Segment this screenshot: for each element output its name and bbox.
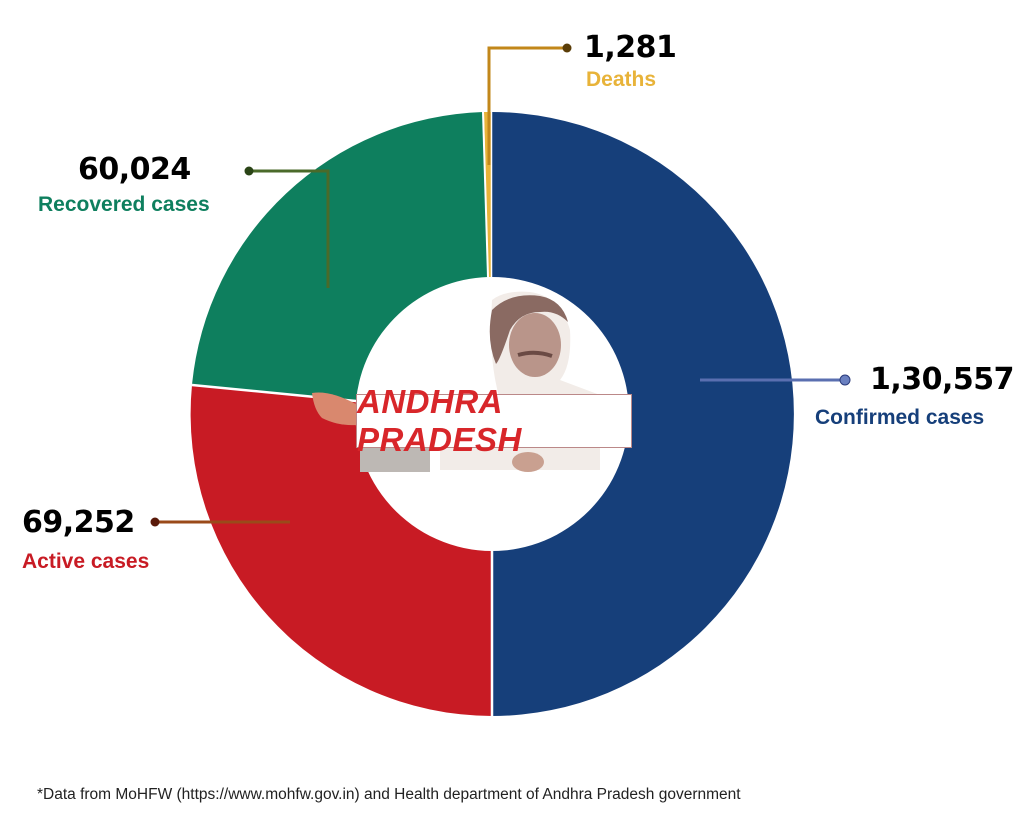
center-banner: ANDHRA PRADESH — [356, 383, 632, 458]
deaths-label: Deaths — [586, 68, 657, 91]
active-value: 69,252 — [22, 505, 135, 540]
confirmed-label: Confirmed cases — [815, 406, 985, 429]
footnote: *Data from MoHFW (https://www.mohfw.gov.… — [37, 786, 741, 803]
confirmed-value: 1,30,557 — [870, 362, 1015, 397]
center-banner-text: ANDHRA PRADESH — [357, 383, 522, 458]
recovered-value: 60,024 — [78, 152, 191, 187]
recovered-label: Recovered cases — [38, 193, 210, 216]
slice-recovered[interactable] — [192, 112, 488, 401]
slice-active[interactable] — [190, 385, 492, 716]
deaths-value: 1,281 — [584, 30, 677, 65]
callout-deaths — [487, 46, 566, 165]
callout-recovered — [249, 169, 330, 288]
slice-confirmed[interactable] — [492, 112, 794, 716]
active-label: Active cases — [22, 550, 150, 573]
